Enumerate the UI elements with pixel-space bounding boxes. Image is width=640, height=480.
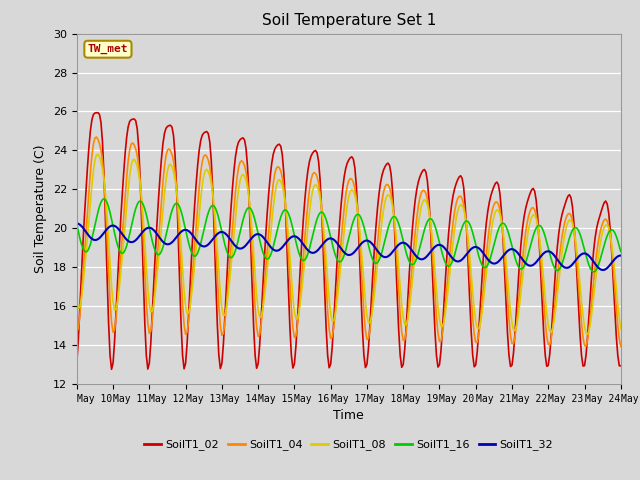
SoilT1_04 [73,328,81,334]
Line: SoilT1_02: SoilT1_02 [77,113,621,369]
SoilT1_16 [384,225,392,231]
SoilT1_32 [401,240,408,246]
SoilT1_16 [617,249,625,254]
SoilT1_32 [617,252,625,258]
SoilT1_32 [73,220,81,226]
SoilT1_02 [617,363,625,369]
SoilT1_32 [599,267,607,273]
SoilT1_04 [88,152,96,158]
SoilT1_02 [73,360,81,366]
X-axis label: Time: Time [333,409,364,422]
SoilT1_08 [384,192,392,198]
Title: Soil Temperature Set 1: Soil Temperature Set 1 [262,13,436,28]
Legend: SoilT1_02, SoilT1_04, SoilT1_08, SoilT1_16, SoilT1_32: SoilT1_02, SoilT1_04, SoilT1_08, SoilT1_… [140,435,558,455]
SoilT1_16 [415,251,422,256]
SoilT1_16 [73,221,81,227]
SoilT1_02 [88,117,96,122]
SoilT1_04 [617,344,625,349]
SoilT1_04 [93,134,100,140]
SoilT1_08 [403,322,410,327]
SoilT1_32 [383,254,390,260]
SoilT1_04 [176,240,184,246]
SoilT1_08 [552,305,559,311]
SoilT1_08 [415,222,422,228]
Line: SoilT1_04: SoilT1_04 [77,137,621,347]
SoilT1_16 [552,267,559,273]
Y-axis label: Soil Temperature (C): Soil Temperature (C) [35,144,47,273]
SoilT1_16 [88,236,96,241]
Line: SoilT1_32: SoilT1_32 [77,223,621,270]
SoilT1_16 [176,204,184,210]
SoilT1_02 [404,298,412,303]
SoilT1_16 [100,196,108,202]
SoilT1_08 [88,182,96,188]
Text: TW_met: TW_met [88,44,128,54]
SoilT1_08 [73,298,81,303]
SoilT1_04 [384,182,392,188]
SoilT1_02 [94,110,102,116]
SoilT1_32 [413,254,420,260]
SoilT1_04 [403,329,410,335]
SoilT1_16 [403,250,410,256]
SoilT1_08 [617,326,625,332]
Line: SoilT1_16: SoilT1_16 [77,199,621,272]
SoilT1_02 [386,163,394,168]
SoilT1_04 [552,292,559,298]
SoilT1_02 [416,174,424,180]
SoilT1_32 [88,236,96,242]
SoilT1_02 [108,366,115,372]
SoilT1_02 [177,321,185,327]
SoilT1_04 [415,203,422,209]
SoilT1_08 [94,151,102,157]
SoilT1_08 [176,220,184,226]
Line: SoilT1_08: SoilT1_08 [77,154,621,335]
SoilT1_02 [554,244,561,250]
SoilT1_32 [550,252,558,258]
SoilT1_08 [584,332,591,337]
SoilT1_32 [174,232,182,238]
SoilT1_16 [589,269,597,275]
